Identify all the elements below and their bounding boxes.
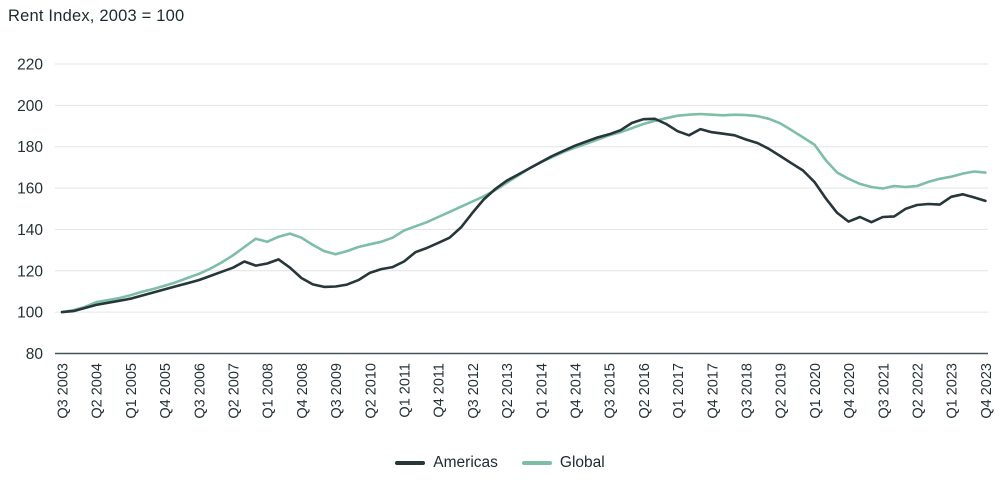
x-axis-tick-label: Q4 2011 <box>432 363 448 418</box>
x-axis-tick-label: Q2 2004 <box>90 363 106 419</box>
legend-item-americas: Americas <box>395 454 498 472</box>
x-axis-tick-label: Q4 2005 <box>158 363 174 419</box>
x-axis-tick-label: Q1 2011 <box>398 363 414 418</box>
chart-title: Rent Index, 2003 = 100 <box>8 7 185 25</box>
global-line <box>60 112 987 314</box>
x-axis-tick-label: Q3 2021 <box>876 363 892 419</box>
x-axis-tick-label: Q3 2012 <box>466 363 482 419</box>
x-axis-tick-label: Q4 2017 <box>705 363 721 419</box>
x-axis-tick-label: Q2 2010 <box>363 363 379 419</box>
global-legend-swatch <box>521 461 552 465</box>
x-axis-tick-label: Q1 2014 <box>534 363 550 419</box>
x-axis-tick-label: Q2 2022 <box>911 363 927 419</box>
y-axis-tick-label: 120 <box>17 263 43 280</box>
y-axis-tick-label: 140 <box>17 222 43 239</box>
x-axis-tick-label: Q1 2020 <box>808 363 824 419</box>
y-axis-tick-label: 100 <box>17 305 43 322</box>
x-axis-tick-label: Q3 2006 <box>192 363 208 419</box>
x-axis-tick-label: Q4 2008 <box>295 363 311 419</box>
americas-line <box>60 117 987 314</box>
legend-label: Americas <box>433 454 498 471</box>
y-axis-tick-label: 220 <box>17 57 43 74</box>
legend-item-global: Global <box>521 454 605 472</box>
legend: Americas Global <box>0 450 1000 476</box>
x-axis-tick-label: Q3 2009 <box>329 363 345 419</box>
x-axis-tick-label: Q4 2023 <box>979 363 995 419</box>
x-axis-tick-label: Q3 2018 <box>740 363 756 419</box>
x-axis-tick-label: Q3 2003 <box>56 363 72 419</box>
x-axis-tick-label: Q2 2019 <box>774 363 790 419</box>
y-axis-tick-label: 160 <box>17 181 43 198</box>
x-axis-tick-label: Q1 2023 <box>945 363 961 419</box>
x-axis-tick-label: Q4 2014 <box>569 363 585 419</box>
x-axis-tick-label: Q4 2020 <box>842 363 858 419</box>
x-axis-tick-label: Q1 2008 <box>261 363 277 419</box>
x-axis-tick-label: Q1 2005 <box>124 363 140 419</box>
x-axis-tick-label: Q2 2016 <box>637 363 653 419</box>
x-axis-tick-label: Q1 2017 <box>671 363 687 419</box>
y-axis-tick-label: 80 <box>26 346 44 363</box>
legend-label: Global <box>559 454 605 471</box>
x-axis-tick-label: Q2 2013 <box>500 363 516 419</box>
x-axis-tick-label: Q3 2015 <box>603 363 619 419</box>
y-axis-tick-label: 180 <box>17 139 43 156</box>
x-axis-tick-label: Q2 2007 <box>227 363 243 419</box>
y-axis-tick-label: 200 <box>17 98 43 115</box>
americas-legend-swatch <box>395 461 426 465</box>
